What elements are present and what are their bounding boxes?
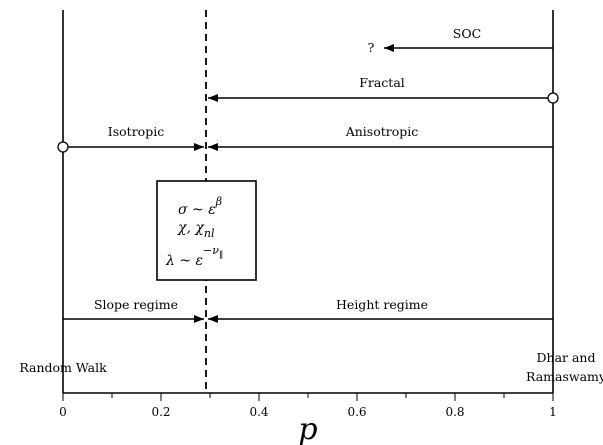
- tick-label: 0.6: [347, 405, 366, 419]
- tick-label: 0: [59, 405, 67, 419]
- fractal-label: Fractal: [359, 75, 405, 90]
- axis-ticks: [62, 393, 554, 401]
- chi-relation: χ, χnl: [177, 220, 215, 240]
- soc-unknown-mark: ?: [368, 40, 375, 55]
- anisotropic-label: Anisotropic: [345, 124, 419, 139]
- exponents-box: [156, 180, 257, 281]
- tick-label: 0.2: [151, 405, 170, 419]
- soc-label: SOC: [453, 26, 481, 41]
- isotropic-label: Isotropic: [108, 124, 164, 139]
- lambda-relation: λ ~ ε−ν∥: [165, 244, 223, 269]
- tick-label: 0.4: [249, 405, 268, 419]
- height-regime-label: Height regime: [336, 297, 428, 312]
- axis-title: p: [298, 412, 317, 445]
- dhar-ramaswamy-label-line2: Ramaswamy: [526, 369, 603, 384]
- tick-labels: 0 0.2 0.4 0.6 0.8 1: [59, 405, 557, 419]
- slope-regime-label: Slope regime: [94, 297, 178, 312]
- fractal-endpoint-circle: [547, 92, 559, 104]
- isotropic-endpoint-circle: [57, 141, 69, 153]
- tick-label: 0.8: [445, 405, 464, 419]
- sigma-relation: σ ~ εβ: [178, 195, 222, 218]
- tick-label: 1: [549, 405, 557, 419]
- dhar-ramaswamy-label-line1: Dhar and: [537, 350, 596, 365]
- random-walk-label: Random Walk: [19, 360, 107, 375]
